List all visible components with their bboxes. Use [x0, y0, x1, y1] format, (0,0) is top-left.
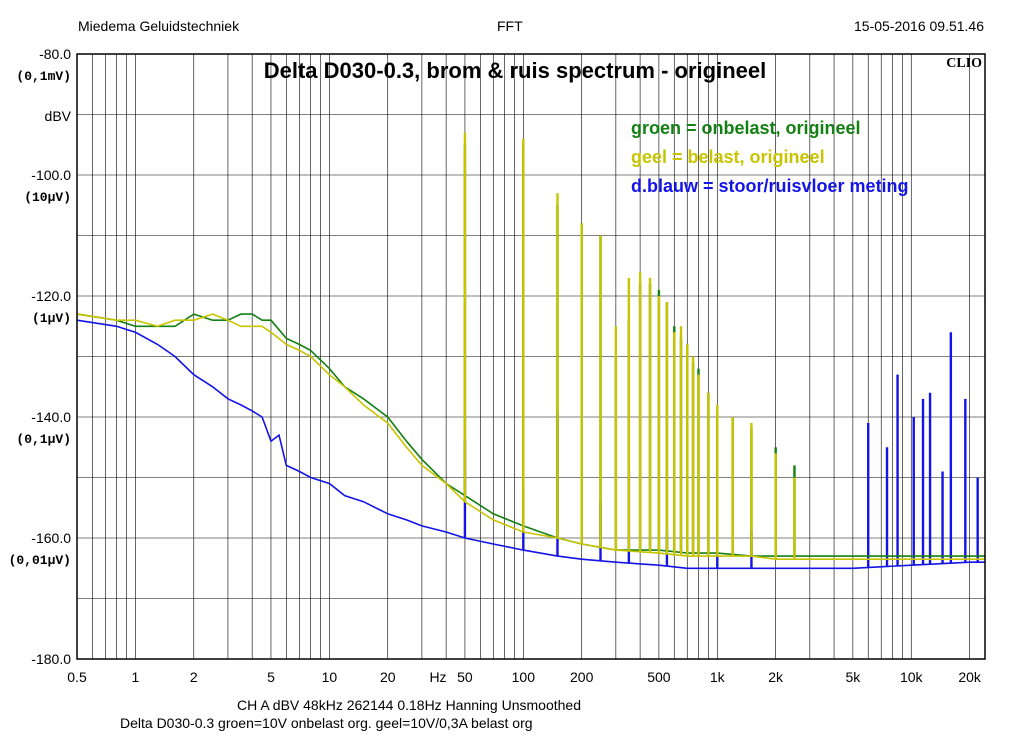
series-1 — [76, 144, 985, 557]
x-axis-label: Hz — [429, 669, 446, 685]
measurement-settings: CH A dBV 48kHz 262144 0.18Hz Hanning Uns… — [237, 697, 581, 713]
y-tick-label: -100.0 — [31, 167, 71, 183]
legend-entry: geel = belast, origineel — [631, 147, 825, 167]
label-layer: 0.5 1 2 5 10 20 50 100 200 500 1k 2k 5k 10k 20k -80.0 (0… — [9, 46, 982, 685]
legend: groen = onbelast, origineel geel = belast… — [631, 118, 909, 196]
x-tick-label: 200 — [570, 669, 594, 685]
x-tick-label: 2 — [190, 669, 198, 685]
x-tick-label: 50 — [457, 669, 473, 685]
y-tick-unit: (0,1mV) — [16, 69, 71, 84]
series-2 — [76, 132, 985, 560]
x-tick-label: 1 — [131, 669, 139, 685]
x-tick-label: 100 — [512, 669, 536, 685]
x-tick-label: 20 — [380, 669, 396, 685]
x-tick-label: 500 — [647, 669, 671, 685]
series-0 — [76, 319, 985, 570]
series-line — [76, 313, 985, 560]
y-tick-unit: (0,1μV) — [16, 432, 71, 447]
series-layer — [76, 132, 985, 570]
x-tick-label: 1k — [710, 669, 726, 685]
x-tick-label: 20k — [958, 669, 982, 685]
measurement-description: Delta D030-0.3 groen=10V onbelast org. g… — [120, 715, 533, 731]
series-line — [76, 319, 985, 570]
x-tick-label: 0.5 — [67, 669, 87, 685]
chart-title: Delta D030-0.3, brom & ruis spectrum - o… — [264, 58, 766, 83]
legend-entry: groen = onbelast, origineel — [631, 118, 861, 138]
clio-logo: CLIO — [946, 56, 982, 71]
x-tick-label: 5 — [267, 669, 275, 685]
y-tick-unit: (0,01μV) — [9, 553, 71, 568]
y-tick-unit: (10μV) — [24, 190, 71, 205]
plot-frame — [76, 53, 986, 660]
legend-entry: d.blauw = stoor/ruisvloer meting — [631, 176, 909, 196]
series-line — [76, 313, 985, 557]
x-tick-label: 5k — [845, 669, 861, 685]
header-company: Miedema Geluidstechniek — [78, 18, 240, 34]
y-tick-label: -80.0 — [39, 46, 71, 62]
y-tick-label: -140.0 — [31, 409, 71, 425]
x-tick-label: 10k — [900, 669, 924, 685]
header-timestamp: 15-05-2016 09.51.46 — [854, 18, 984, 34]
y-tick-label: -160.0 — [31, 530, 71, 546]
y-tick-unit: (1μV) — [32, 311, 71, 326]
header-mode: FFT — [497, 18, 523, 34]
y-tick-label: -180.0 — [31, 651, 71, 667]
y-axis-label: dBV — [45, 108, 72, 124]
x-tick-label: 2k — [768, 669, 784, 685]
x-tick-label: 10 — [322, 669, 338, 685]
y-tick-label: -120.0 — [31, 288, 71, 304]
